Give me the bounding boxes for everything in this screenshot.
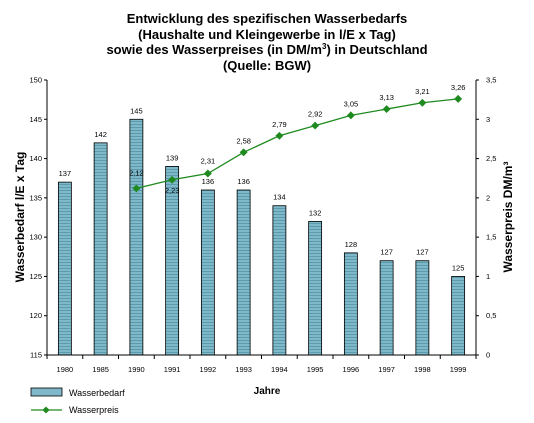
bar-wasserbedarf-1985 — [93, 142, 108, 356]
legend-swatch-wasserbedarf — [30, 387, 63, 397]
bar-wasserbedarf-1996 — [343, 252, 358, 356]
legend-label-wasserpreis: Wasserpreis — [69, 405, 119, 415]
x-tick-label: 1980 — [57, 365, 74, 374]
line-marker-wasserpreis-1990 — [132, 184, 141, 193]
bar-wasserbedarf-1997 — [379, 260, 394, 356]
bar-wasserbedarf-1992 — [200, 189, 215, 356]
y-axis-right-title: Wasserpreis DM/m³ — [501, 162, 515, 273]
bar-value-label: 127 — [380, 248, 393, 257]
x-tick-label: 1993 — [235, 365, 252, 374]
bar-wasserbedarf-1994 — [272, 205, 287, 356]
legend-label-wasserbedarf: Wasserbedarf — [69, 388, 125, 398]
title-line-2: (Haushalte und Kleingewerbe in l/E x Tag… — [138, 26, 396, 42]
x-tick-label: 1999 — [450, 365, 467, 374]
y-left-tick-label: 125 — [29, 272, 42, 281]
line-wasserpreis-path — [136, 98, 459, 190]
line-marker-wasserpreis-1992 — [203, 169, 212, 178]
y-left-tick-label: 115 — [30, 351, 42, 360]
x-tick-label: 1991 — [164, 365, 181, 374]
title-line-4: (Quelle: BGW) — [222, 57, 312, 73]
bar-wasserbedarf-1993 — [236, 189, 251, 356]
line-marker-wasserpreis-1997 — [382, 105, 391, 114]
bar-value-label: 136 — [237, 177, 250, 186]
line-value-label: 3,21 — [415, 87, 430, 96]
title-line-3-superscript: 3 — [321, 42, 327, 51]
bar-wasserbedarf-1998 — [415, 260, 430, 356]
chart-title: Entwicklung des spezifischen Wasserbedar… — [0, 11, 534, 73]
y-right-tick-label: 2 — [486, 193, 490, 202]
line-series-wasserpreis — [132, 94, 463, 193]
y-right-tick-label: 0,5 — [486, 311, 496, 320]
x-tick-label: 1992 — [200, 365, 217, 374]
bar-wasserbedarf-1999 — [451, 276, 466, 356]
y-right-tick-label: 3,5 — [486, 76, 496, 85]
y-left-tick-label: 150 — [29, 76, 42, 85]
x-tick-label: 1985 — [92, 365, 109, 374]
line-value-labels: 2,12 2,23 2,31 2,58 2,79 2,92 3,05 3,13 3,21 3,26 — [129, 83, 465, 195]
bar-value-label: 134 — [273, 193, 286, 202]
bar-wasserbedarf-1990 — [129, 118, 144, 356]
bar-value-label: 139 — [166, 153, 179, 162]
line-value-label: 2,92 — [308, 110, 323, 119]
bar-wasserbedarf-1980 — [57, 181, 72, 356]
line-marker-wasserpreis-1996 — [346, 111, 355, 120]
bar-value-label: 145 — [130, 106, 143, 115]
title-line-3-end: ) in Deutschland — [326, 42, 428, 57]
line-marker-wasserpreis-1991 — [168, 175, 177, 184]
y-left-tick-label: 135 — [29, 193, 42, 202]
x-tick-label: 1996 — [343, 365, 360, 374]
y-right-tick-label: 3 — [486, 115, 490, 124]
y-left-tick-label: 130 — [29, 233, 42, 242]
bar-value-label: 127 — [416, 248, 429, 257]
line-value-label: 2,12 — [129, 168, 144, 177]
title-line-3: sowie des Wasserpreises (in DM/m3) in De… — [0, 42, 534, 58]
legend: Wasserbedarf Wasserpreis — [30, 387, 125, 415]
bar-value-label: 125 — [452, 263, 465, 272]
bar-wasserbedarf-1995 — [308, 221, 323, 356]
y-right-tick-label: 0 — [486, 351, 490, 360]
y-left-tick-label: 140 — [29, 154, 42, 163]
bar-value-label: 132 — [309, 208, 322, 217]
title-line-3-text: sowie des Wasserpreises (in DM/m — [106, 42, 322, 57]
bar-value-label: 142 — [94, 130, 107, 139]
line-value-label: 2,31 — [201, 157, 216, 166]
bar-value-labels: 137 142 145 139 136 136 134 132 128 127 127 125 — [59, 106, 465, 272]
line-value-label: 2,58 — [236, 136, 251, 145]
bar-series-wasserbedarf — [57, 118, 466, 356]
chart-axes: 115 120 125 130 135 140 145 150 0 0,5 1 1,5 2 2,5 3 3,5… — [29, 76, 496, 375]
x-tick-label: 1997 — [378, 365, 395, 374]
line-marker-wasserpreis-1994 — [275, 131, 284, 140]
line-marker-wasserpreis-1998 — [418, 98, 427, 107]
y-right-tick-label: 2,5 — [486, 154, 496, 163]
y-axis-left-title: Wasserbedarf l/E x Tag — [13, 152, 27, 283]
y-left-tick-label: 145 — [29, 115, 42, 124]
x-axis-title: Jahre — [254, 386, 281, 397]
line-value-label: 3,26 — [451, 83, 466, 92]
bar-value-label: 136 — [202, 177, 215, 186]
line-value-label: 2,23 — [165, 186, 180, 195]
x-tick-label: 1990 — [128, 365, 145, 374]
y-left-tick-label: 120 — [29, 311, 42, 320]
y-right-tick-label: 1 — [486, 272, 490, 281]
bar-value-label: 128 — [345, 240, 358, 249]
line-marker-wasserpreis-1993 — [239, 148, 248, 157]
bar-value-label: 137 — [59, 169, 72, 178]
line-marker-wasserpreis-1999 — [454, 94, 463, 103]
x-tick-label: 1995 — [307, 365, 324, 374]
line-value-label: 2,79 — [272, 120, 287, 129]
legend-marker-wasserpreis — [42, 406, 50, 414]
title-line-1: Entwicklung des spezifischen Wasserbedar… — [126, 11, 408, 26]
x-tick-label: 1994 — [271, 365, 288, 374]
y-right-tick-label: 1,5 — [486, 233, 496, 242]
line-marker-wasserpreis-1995 — [311, 121, 320, 130]
line-value-label: 3,13 — [379, 93, 394, 102]
line-value-label: 3,05 — [344, 99, 359, 108]
x-tick-label: 1998 — [414, 365, 431, 374]
